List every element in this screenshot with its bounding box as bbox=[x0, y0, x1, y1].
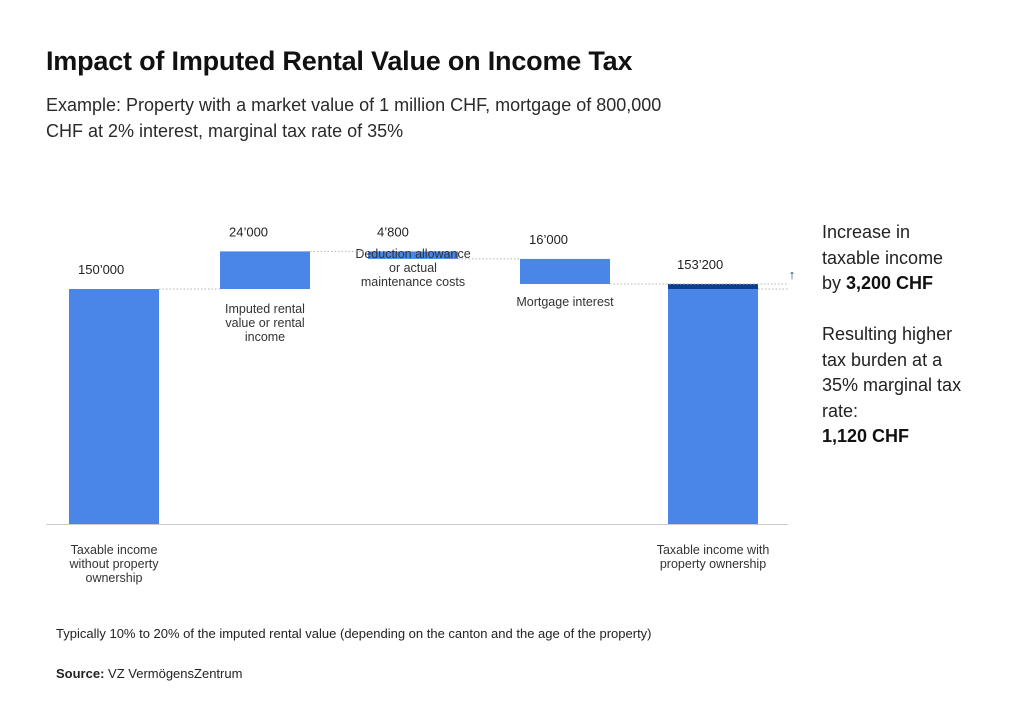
tax-burden-note: Resulting higher tax burden at a 35% mar… bbox=[822, 322, 962, 450]
bar-value-label: 24’000 bbox=[229, 224, 268, 239]
bar-category-label: value or rental bbox=[225, 316, 304, 330]
bar-category-label: Imputed rental bbox=[225, 302, 305, 316]
chart-title: Impact of Imputed Rental Value on Income… bbox=[46, 46, 633, 76]
chart-subtitle: Example: Property with a market value of… bbox=[46, 95, 662, 141]
waterfall-bar bbox=[368, 251, 458, 259]
bar-value-label: 153’200 bbox=[677, 257, 723, 272]
increase-note: Increase in taxable income by 3,200 CHF bbox=[822, 220, 992, 297]
increase-segment bbox=[668, 283, 758, 289]
bar-category-label: property ownership bbox=[660, 557, 766, 571]
waterfall-bar bbox=[520, 258, 610, 284]
increase-note-line1: Increase in bbox=[822, 222, 911, 242]
increase-note-line2: taxable income bbox=[822, 247, 944, 268]
increase-note-prefix: by bbox=[822, 273, 847, 293]
source-text: VZ VermögensZentrum bbox=[108, 666, 243, 681]
bar-category-label: or actual bbox=[389, 261, 437, 275]
bar-category-label: maintenance costs bbox=[361, 275, 465, 289]
source-line: Source: VZ VermögensZentrum bbox=[56, 666, 242, 681]
tax-burden-note-value: 1,120 CHF bbox=[822, 426, 910, 446]
source-label: Source: bbox=[56, 666, 105, 681]
bar-category-label: without property bbox=[69, 557, 160, 571]
tax-burden-note-text: Resulting higher tax burden at a 35% mar… bbox=[822, 324, 962, 421]
bar-value-label: 16’000 bbox=[529, 232, 568, 247]
bar-category-label: Taxable income with bbox=[657, 543, 770, 557]
footnote: Typically 10% to 20% of the imputed rent… bbox=[56, 626, 652, 641]
increase-arrow-icon: ↑ bbox=[789, 267, 796, 282]
bar-category-label: Mortgage interest bbox=[516, 295, 614, 309]
waterfall-bar bbox=[668, 283, 758, 524]
waterfall-bar bbox=[220, 251, 310, 289]
bar-category-label: Deduction allowance bbox=[355, 247, 470, 261]
bar-category-label: Taxable income bbox=[71, 543, 158, 557]
bar-category-label: ownership bbox=[86, 571, 143, 585]
bar-value-label: 4’800 bbox=[377, 224, 409, 239]
bar-category-label: income bbox=[245, 330, 285, 344]
increase-note-value: 3,200 CHF bbox=[846, 273, 934, 293]
waterfall-bar bbox=[69, 289, 159, 524]
bar-value-label: 150’000 bbox=[78, 262, 124, 277]
